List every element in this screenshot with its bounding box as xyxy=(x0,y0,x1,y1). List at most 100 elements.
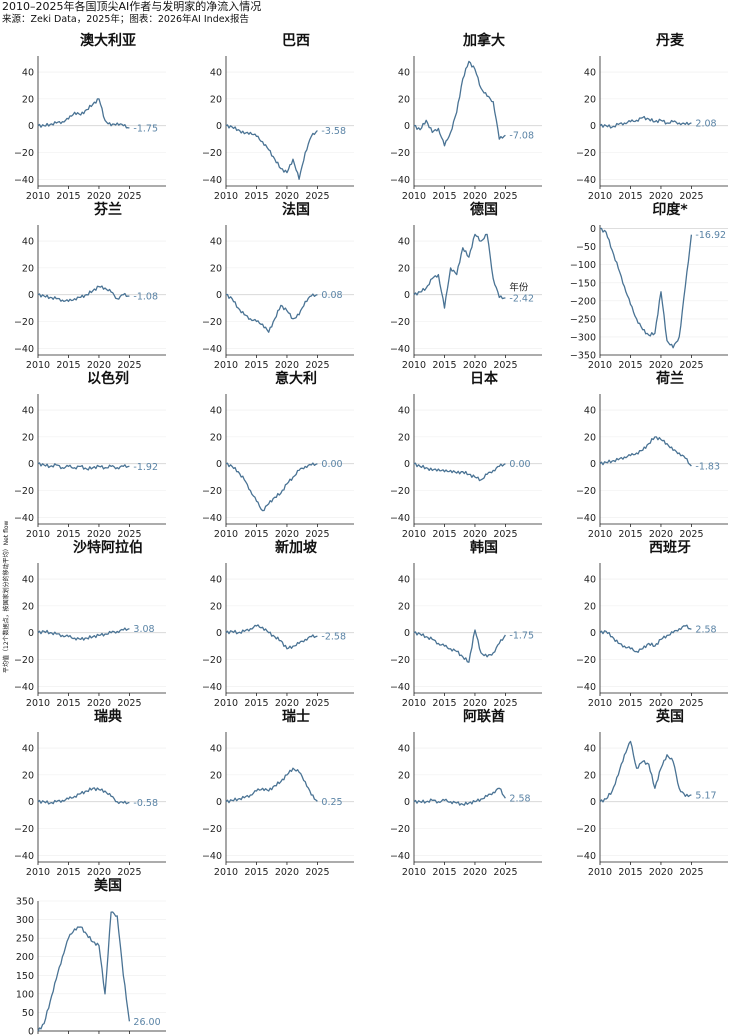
y-tick-label: −20 xyxy=(576,824,596,835)
y-tick-label: −40 xyxy=(576,851,596,862)
end-value-label: -16.92 xyxy=(695,230,726,241)
end-value-label: 0.08 xyxy=(321,290,342,301)
y-tick-label: 350 xyxy=(16,897,34,908)
y-tick-label: −20 xyxy=(390,655,410,666)
y-tick-label: −40 xyxy=(202,344,222,355)
x-tick-label: 2010 xyxy=(402,698,426,709)
end-value-label: 3.08 xyxy=(133,624,154,635)
y-tick-label: 0 xyxy=(216,628,222,639)
x-tick-label: 2010 xyxy=(588,867,612,878)
x-tick-label: 2010 xyxy=(26,867,50,878)
x-tick-label: 2020 xyxy=(87,191,111,202)
end-value-label: 26.00 xyxy=(133,1017,160,1028)
y-tick-label: −20 xyxy=(576,655,596,666)
panel-title: 以色列 xyxy=(87,370,129,387)
x-tick-label: 2020 xyxy=(275,698,299,709)
x-tick-label: 2025 xyxy=(117,360,141,371)
series-line xyxy=(37,627,130,641)
y-tick-label: 40 xyxy=(210,237,222,248)
y-tick-label: −40 xyxy=(390,513,410,524)
panel-title: 西班牙 xyxy=(649,539,691,556)
chart-group: 荷兰 40 20 0 −20 −40 2010 2015 2020 2025 -1.83 xyxy=(576,370,728,540)
end-value-label: -1.75 xyxy=(133,124,158,135)
x-tick-label: 2010 xyxy=(26,529,50,540)
x-tick-label: 2015 xyxy=(244,698,268,709)
y-tick-label: 50 xyxy=(22,1008,34,1019)
end-value-label: -3.58 xyxy=(321,126,346,137)
end-value-label: 2.58 xyxy=(509,794,530,805)
series-line xyxy=(599,227,693,349)
x-tick-label: 2010 xyxy=(214,360,238,371)
y-tick-label: 20 xyxy=(210,770,222,781)
y-tick-label: 0 xyxy=(590,459,596,470)
x-tick-label: 2010 xyxy=(402,867,426,878)
y-tick-label: 0 xyxy=(404,797,410,808)
y-tick-label: 0 xyxy=(590,797,596,808)
y-tick-label: −20 xyxy=(202,486,222,497)
panel-title: 英国 xyxy=(655,708,684,725)
y-tick-label: 0 xyxy=(590,121,596,132)
end-value-label: -2.42 xyxy=(509,293,534,304)
y-tick-label: −40 xyxy=(390,344,410,355)
series-line xyxy=(599,115,692,129)
x-tick-label: 2010 xyxy=(588,191,612,202)
panel-title: 印度* xyxy=(652,201,688,218)
x-tick-label: 2010 xyxy=(402,191,426,202)
x-tick-label: 2020 xyxy=(649,360,673,371)
y-tick-label: 40 xyxy=(210,68,222,79)
y-tick-label: 0 xyxy=(28,1027,34,1036)
x-tick-label: 2015 xyxy=(618,191,642,202)
end-value-label: 0.25 xyxy=(321,797,342,808)
x-tick-label: 2025 xyxy=(679,360,703,371)
end-value-label: -1.92 xyxy=(133,462,158,473)
y-tick-label: 40 xyxy=(398,575,410,586)
x-tick-label: 2010 xyxy=(402,360,426,371)
panel-title: 新加坡 xyxy=(275,539,318,556)
series-line xyxy=(599,436,692,467)
y-tick-label: 20 xyxy=(22,770,34,781)
y-tick-label: 0 xyxy=(28,290,34,301)
y-tick-label: 40 xyxy=(210,575,222,586)
y-tick-label: 0 xyxy=(28,459,34,470)
chart-group: 以色列 40 20 0 −20 −40 2010 2015 2020 2025 -1.92 xyxy=(14,370,166,540)
x-tick-label: 2025 xyxy=(679,698,703,709)
y-tick-label: 40 xyxy=(210,406,222,417)
x-tick-label: 2015 xyxy=(618,360,642,371)
chart-group: 阿联酋 40 20 0 −20 −40 2010 2015 2020 2025 2.58 xyxy=(390,708,542,878)
y-tick-label: 20 xyxy=(22,94,34,105)
y-tick-label: 0 xyxy=(404,628,410,639)
y-tick-label: 40 xyxy=(22,68,34,79)
x-tick-label: 2025 xyxy=(117,867,141,878)
chart-source: 来源：Zeki Data，2025年；图表：2026年AI Index报告 xyxy=(2,14,250,25)
panel-title: 沙特阿拉伯 xyxy=(73,539,143,556)
x-tick-label: 2025 xyxy=(493,529,517,540)
end-value-label: 0.00 xyxy=(509,459,530,470)
end-value-label: -1.75 xyxy=(509,631,534,642)
y-tick-label: −40 xyxy=(576,175,596,186)
chart-group: 新加坡 40 20 0 −20 −40 2010 2015 2020 2025 -2.58 xyxy=(202,539,354,709)
x-tick-label: 2020 xyxy=(275,867,299,878)
y-tick-label: −100 xyxy=(570,260,596,271)
x-tick-label: 2025 xyxy=(679,529,703,540)
chart-group: 西班牙 40 20 0 −20 −40 2010 2015 2020 2025 2.58 xyxy=(576,539,728,709)
y-tick-label: 100 xyxy=(16,989,34,1000)
chart-group: 巴西 40 20 0 −20 −40 2010 2015 2020 2025 -3.58 xyxy=(202,33,354,202)
x-tick-label: 2010 xyxy=(214,867,238,878)
x-tick-label: 2015 xyxy=(56,191,80,202)
x-tick-label: 2010 xyxy=(588,698,612,709)
x-tick-label: 2010 xyxy=(26,191,50,202)
series-line xyxy=(413,233,506,309)
x-tick-label: 2020 xyxy=(649,867,673,878)
x-tick-label: 2010 xyxy=(588,360,612,371)
x-tick-label: 2025 xyxy=(305,191,329,202)
